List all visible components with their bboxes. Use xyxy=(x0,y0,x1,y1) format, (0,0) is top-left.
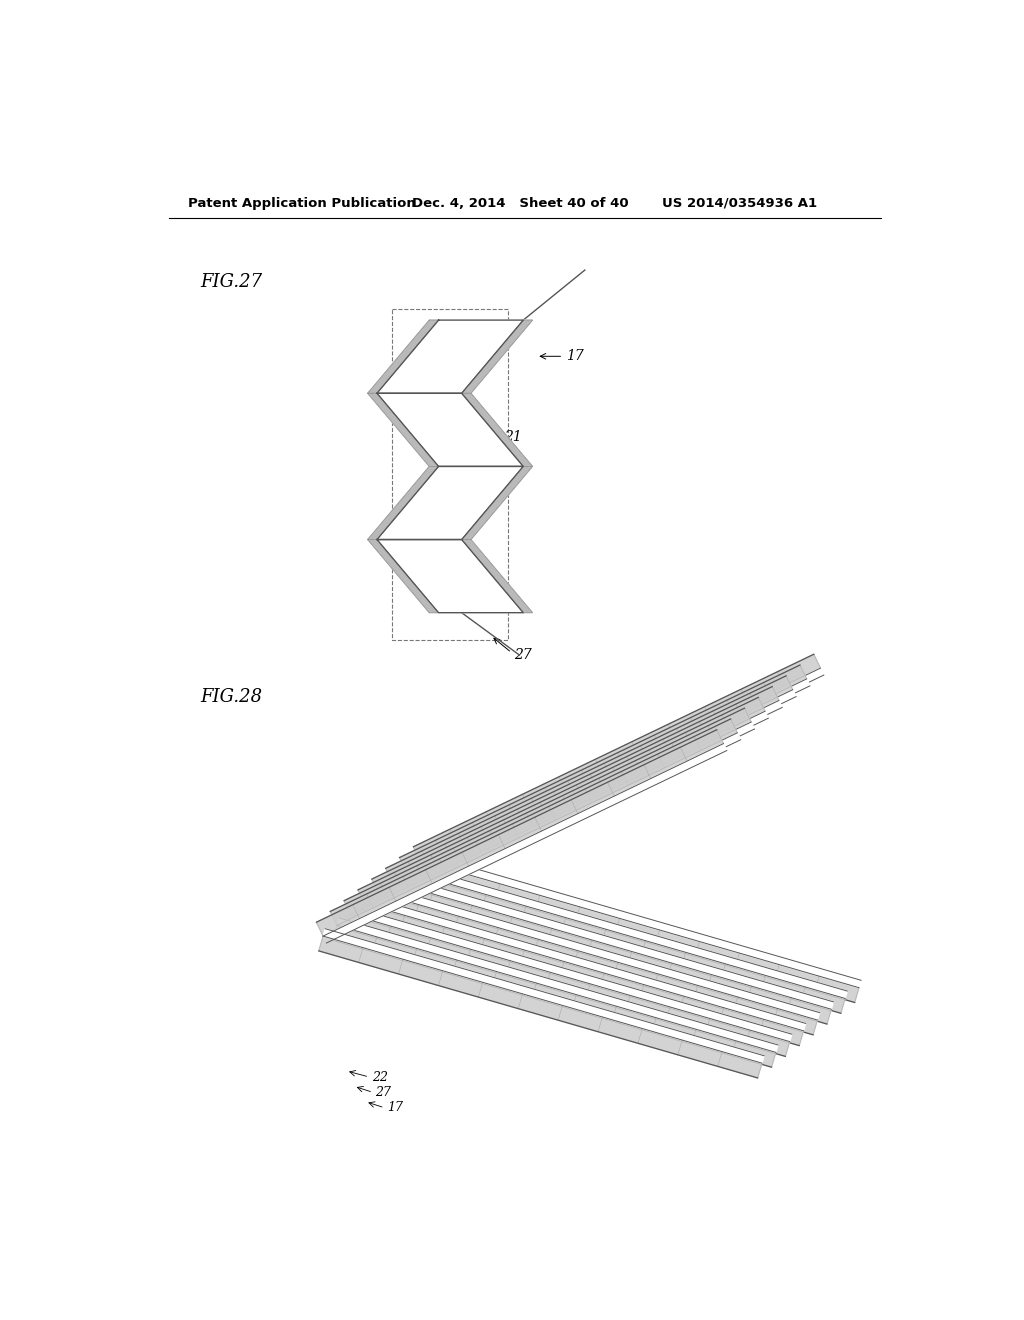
Polygon shape xyxy=(392,875,834,1010)
Text: US 2014/0354936 A1: US 2014/0354936 A1 xyxy=(662,197,817,210)
Polygon shape xyxy=(407,678,810,878)
Polygon shape xyxy=(420,668,824,867)
Polygon shape xyxy=(377,540,523,612)
Polygon shape xyxy=(360,904,804,1045)
Polygon shape xyxy=(379,886,819,1020)
Polygon shape xyxy=(462,466,532,540)
Text: 21: 21 xyxy=(504,430,522,444)
Text: 17: 17 xyxy=(565,350,584,363)
Polygon shape xyxy=(368,540,438,612)
Text: 27: 27 xyxy=(376,1086,391,1100)
Text: FIG.28: FIG.28 xyxy=(200,689,262,706)
Polygon shape xyxy=(416,861,859,1002)
Polygon shape xyxy=(368,393,438,466)
Polygon shape xyxy=(365,711,768,911)
Polygon shape xyxy=(372,686,779,892)
Polygon shape xyxy=(399,665,807,871)
Text: 17: 17 xyxy=(387,1101,403,1114)
Polygon shape xyxy=(368,321,438,393)
Polygon shape xyxy=(462,540,532,612)
Polygon shape xyxy=(351,722,755,921)
Polygon shape xyxy=(402,871,845,1014)
Polygon shape xyxy=(333,925,776,1067)
Polygon shape xyxy=(323,929,764,1063)
Text: 22: 22 xyxy=(372,1071,387,1084)
Polygon shape xyxy=(414,655,820,861)
Polygon shape xyxy=(331,719,737,925)
Polygon shape xyxy=(358,697,765,904)
Polygon shape xyxy=(337,733,740,932)
Polygon shape xyxy=(346,915,790,1056)
Polygon shape xyxy=(379,701,782,900)
Text: 27: 27 xyxy=(514,648,531,663)
Polygon shape xyxy=(392,689,796,890)
Polygon shape xyxy=(316,730,724,936)
Polygon shape xyxy=(462,321,532,393)
Polygon shape xyxy=(365,896,806,1031)
Text: Dec. 4, 2014   Sheet 40 of 40: Dec. 4, 2014 Sheet 40 of 40 xyxy=(412,197,629,210)
Polygon shape xyxy=(377,321,523,393)
Polygon shape xyxy=(344,708,752,915)
Polygon shape xyxy=(318,936,762,1078)
Polygon shape xyxy=(407,865,847,998)
Text: Patent Application Publication: Patent Application Publication xyxy=(188,197,416,210)
Polygon shape xyxy=(337,917,778,1052)
Polygon shape xyxy=(462,393,532,466)
Polygon shape xyxy=(368,466,438,540)
Polygon shape xyxy=(420,853,861,987)
Polygon shape xyxy=(374,892,817,1035)
Text: FIG.27: FIG.27 xyxy=(200,273,262,290)
Polygon shape xyxy=(388,882,831,1024)
Polygon shape xyxy=(323,743,727,942)
Polygon shape xyxy=(351,907,792,1041)
Polygon shape xyxy=(386,676,793,882)
Polygon shape xyxy=(377,466,523,540)
Polygon shape xyxy=(377,393,523,466)
